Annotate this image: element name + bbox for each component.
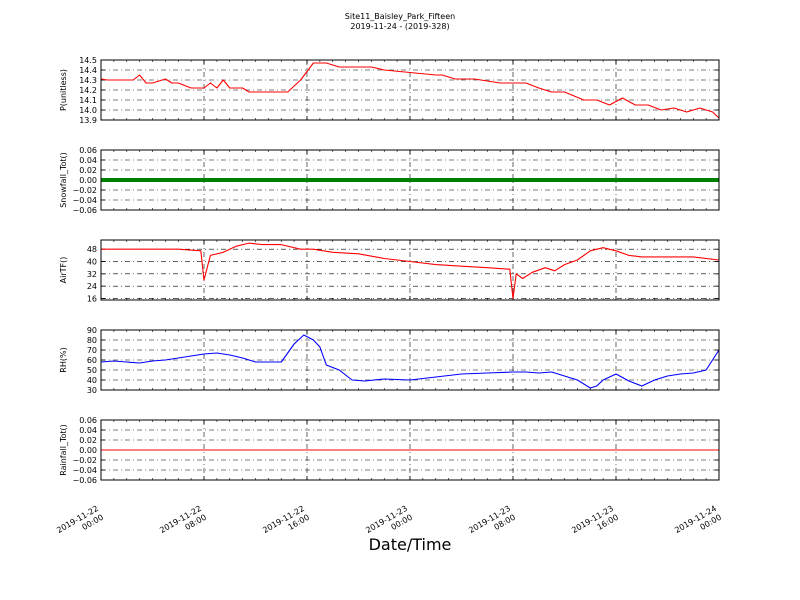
y-tick-label: 50 (87, 366, 97, 375)
y-tick-label: −0.04 (72, 196, 97, 205)
y-tick-label: 24 (87, 282, 97, 291)
y-tick-label: 14.4 (79, 66, 97, 75)
y-tick-label: 14.2 (79, 86, 97, 95)
panel-frame (100, 329, 720, 391)
x-tick-label: 2019-11-2216:00 (261, 504, 311, 544)
panel-5: −0.06−0.04−0.020.000.020.040.06 Rainfall_… (59, 416, 720, 485)
y-tick-label: 0.06 (79, 416, 97, 425)
x-tick-label: 2019-11-2316:00 (570, 504, 620, 544)
y-tick-label: 40 (87, 376, 97, 385)
y-tick-label: −0.06 (72, 476, 97, 485)
panel-frame (100, 149, 720, 211)
series-line-4 (100, 334, 720, 389)
x-tick-label: 2019-11-2400:00 (673, 504, 723, 544)
y-tick-label: 90 (87, 326, 97, 335)
y-tick-label: 14.0 (79, 106, 97, 115)
panel-frame (100, 239, 720, 301)
series-line-3 (101, 242, 720, 300)
x-tick-label: 2019-11-2200:00 (55, 504, 105, 544)
panel-frame (100, 59, 720, 121)
y-axis-label: Snowfall_Tot() (59, 152, 68, 208)
panel-2: −0.06−0.04−0.020.000.020.040.06 Snowfall_… (59, 146, 720, 215)
y-tick-label: 48 (87, 245, 97, 254)
x-tick-label: 2019-11-2208:00 (158, 504, 208, 544)
chart-title-line1: Site11_Baisley_Park_Fifteen (345, 12, 455, 21)
y-tick-label: 60 (87, 356, 97, 365)
y-tick-label: 0.00 (79, 446, 97, 455)
x-tick-label: 2019-11-2308:00 (467, 504, 517, 544)
y-tick-label: 14.1 (79, 96, 97, 105)
y-tick-label: 30 (87, 386, 97, 395)
y-tick-label: 0.04 (79, 426, 97, 435)
y-tick-label: −0.06 (72, 206, 97, 215)
chart-title-line2: 2019-11-24 - (2019-328) (350, 22, 449, 31)
y-tick-label: −0.02 (72, 456, 97, 465)
y-tick-label: 32 (87, 270, 97, 279)
series-line-1 (100, 62, 720, 119)
y-tick-label: 0.02 (79, 436, 97, 445)
y-axis-label: Rainfall_Tot() (59, 424, 68, 476)
x-axis-label: Date/Time (369, 535, 452, 554)
y-axis-label: P(unitless) (59, 69, 68, 111)
y-axis-label: RH(%) (59, 347, 68, 372)
y-tick-label: 14.5 (79, 56, 97, 65)
y-tick-label: 70 (87, 346, 97, 355)
y-tick-label: 0.00 (79, 176, 97, 185)
y-tick-label: 80 (87, 336, 97, 345)
panel-1: 13.914.014.114.214.314.414.5 P(unitless) (59, 56, 720, 125)
y-tick-label: 0.04 (79, 156, 97, 165)
y-tick-label: 40 (87, 258, 97, 267)
y-axis-label: AirTF() (59, 257, 68, 284)
y-tick-label: 0.02 (79, 166, 97, 175)
y-tick-label: 13.9 (79, 116, 97, 125)
panel-3: 16 24 32 40 48 AirTF() (59, 239, 720, 303)
y-tick-label: 0.06 (79, 146, 97, 155)
panel-frame (100, 419, 720, 481)
y-tick-label: −0.04 (72, 466, 97, 475)
y-tick-label: 14.3 (79, 76, 97, 85)
y-tick-label: 16 (87, 294, 97, 303)
y-tick-label: −0.02 (72, 186, 97, 195)
